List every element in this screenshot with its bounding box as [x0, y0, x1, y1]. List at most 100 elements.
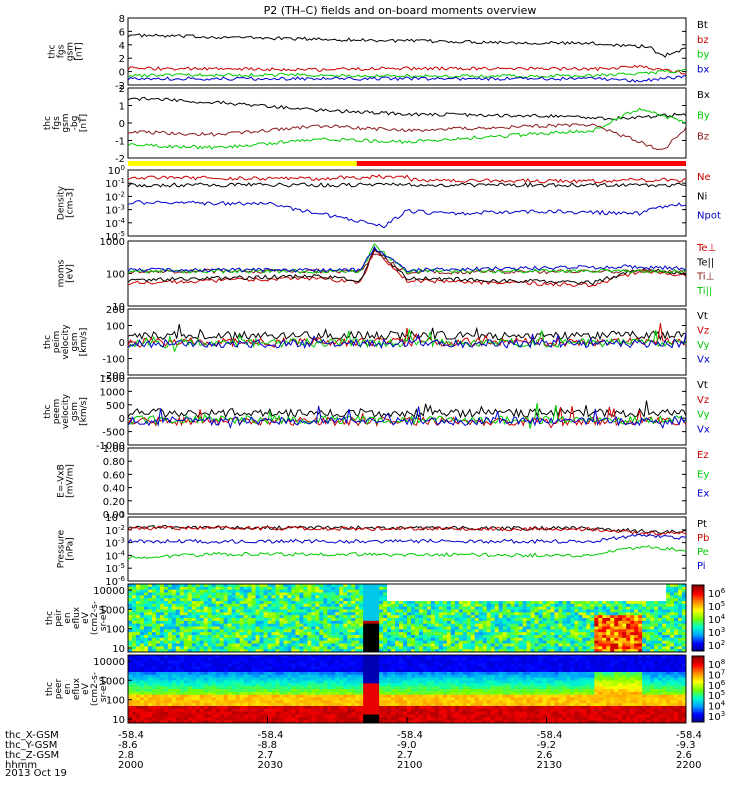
- spectrogram-cell: [343, 708, 348, 713]
- spectrogram-cell: [550, 603, 555, 608]
- spectrogram-cell: [219, 603, 225, 608]
- spectrogram-cell: [167, 669, 173, 673]
- spectrogram-cell: [239, 620, 244, 625]
- spectrogram-cell: [159, 603, 165, 608]
- spectrogram-cell: [175, 635, 181, 639]
- spectrogram-cell: [143, 717, 149, 721]
- spectrogram-cell: [243, 592, 248, 596]
- spectrogram-cell: [207, 646, 213, 650]
- spectrogram-cell: [191, 595, 197, 599]
- spectrogram-cell: [147, 584, 153, 588]
- spectrogram-cell: [387, 620, 392, 625]
- spectrogram-cell: [135, 680, 141, 684]
- spectrogram-cell: [247, 686, 252, 690]
- spectrogram-cell: [343, 626, 348, 630]
- y-tick-label: 100: [108, 164, 125, 177]
- spectrogram-cell: [371, 640, 376, 644]
- spectrogram-cell: [678, 589, 683, 593]
- spectrogram-cell: [151, 669, 157, 673]
- spectrogram-cell: [554, 620, 559, 625]
- spectrogram-cell: [235, 700, 240, 704]
- spectrogram-cell: [303, 618, 308, 622]
- spectrogram-cell: [550, 643, 555, 647]
- spectrogram-cell: [379, 606, 384, 610]
- spectrogram-cell: [299, 646, 304, 650]
- spectrogram-cell: [518, 637, 523, 642]
- spectrogram-cell: [498, 592, 504, 596]
- spectrogram-cell: [538, 595, 543, 599]
- spectrogram-cell: [147, 640, 153, 644]
- spectrogram-cell: [410, 586, 416, 591]
- spectrogram-cell: [578, 603, 583, 608]
- spectrogram-cell: [438, 632, 444, 636]
- spectrogram-cell: [295, 598, 300, 602]
- spectrogram-cell: [450, 606, 456, 610]
- spectrogram-cell: [602, 601, 607, 605]
- spectrogram-cell: [247, 655, 252, 659]
- spectrogram-cell: [682, 646, 687, 650]
- spectrogram-cell: [399, 612, 404, 616]
- spectrogram-cell: [155, 666, 161, 670]
- spectrogram-cell: [315, 708, 320, 713]
- spectrogram-cell: [215, 672, 221, 676]
- colorbar-tick-label: 106: [708, 587, 726, 600]
- colorbar-swatch: [692, 621, 704, 624]
- spectrogram-cell: [494, 609, 500, 613]
- spectrogram-cell: [183, 691, 189, 696]
- spectrogram-cell: [510, 626, 516, 630]
- spectrogram-cell: [422, 646, 428, 650]
- spectrogram-cell: [458, 598, 464, 602]
- spectrogram-cell: [235, 598, 240, 602]
- spectrogram-cell: [155, 626, 161, 630]
- spectrogram-cell: [490, 595, 496, 599]
- spectrogram-cell: [666, 584, 671, 588]
- spectrogram-cell: [522, 618, 527, 622]
- spectrogram-cell: [175, 655, 181, 659]
- spectrogram-cell: [243, 697, 248, 701]
- spectrogram-cell: [263, 612, 268, 616]
- spectrogram-cell: [267, 674, 272, 679]
- spectrogram-cell: [267, 629, 272, 633]
- spectrogram-cell: [243, 714, 248, 718]
- spectrogram-cell: [167, 592, 173, 596]
- spectrogram-cell: [223, 612, 229, 616]
- spectrogram-cell: [379, 629, 384, 633]
- spectrogram-cell: [155, 632, 161, 636]
- spectrogram-cell: [470, 629, 476, 633]
- spectrogram-cell: [546, 623, 551, 627]
- spectrogram-cell: [167, 717, 173, 721]
- spectrogram-cell: [606, 646, 611, 650]
- spectrogram-cell: [570, 620, 575, 625]
- spectrogram-cell: [319, 672, 324, 676]
- spectrogram-cell: [303, 635, 308, 639]
- spectrogram-cell: [167, 708, 173, 713]
- spectrogram-cell: [614, 623, 619, 627]
- spectrogram-cell: [307, 672, 312, 676]
- legend-label: Pe: [697, 547, 709, 558]
- spectrogram-cell: [259, 686, 264, 690]
- spectrogram-cell: [522, 586, 527, 591]
- spectrogram-cell: [231, 691, 237, 696]
- spectrogram-cell: [171, 657, 177, 662]
- spectrogram-cell: [223, 655, 229, 659]
- spectrogram-cell: [323, 586, 328, 591]
- spectrogram-cell: [231, 632, 237, 636]
- spectrogram-cell: [462, 646, 468, 650]
- spectrogram-cell: [682, 649, 687, 653]
- spectrogram-cell: [331, 657, 336, 662]
- spectrogram-cell: [602, 603, 607, 608]
- spectrogram-cell: [514, 637, 519, 642]
- spectrogram-cell: [662, 649, 667, 653]
- spectrogram-cell: [618, 635, 623, 639]
- spectrogram-cell: [147, 708, 153, 713]
- spectrogram-cell: [450, 595, 456, 599]
- spectrogram-cell: [235, 643, 240, 647]
- spectrogram-cell: [139, 711, 145, 715]
- spectrogram-cell: [442, 612, 448, 616]
- spectrogram-cell: [183, 603, 189, 608]
- spectrogram-cell: [387, 615, 392, 619]
- spectrogram-cell: [482, 646, 488, 650]
- spectrogram-cell: [319, 714, 324, 718]
- spectrogram-cell: [574, 584, 579, 588]
